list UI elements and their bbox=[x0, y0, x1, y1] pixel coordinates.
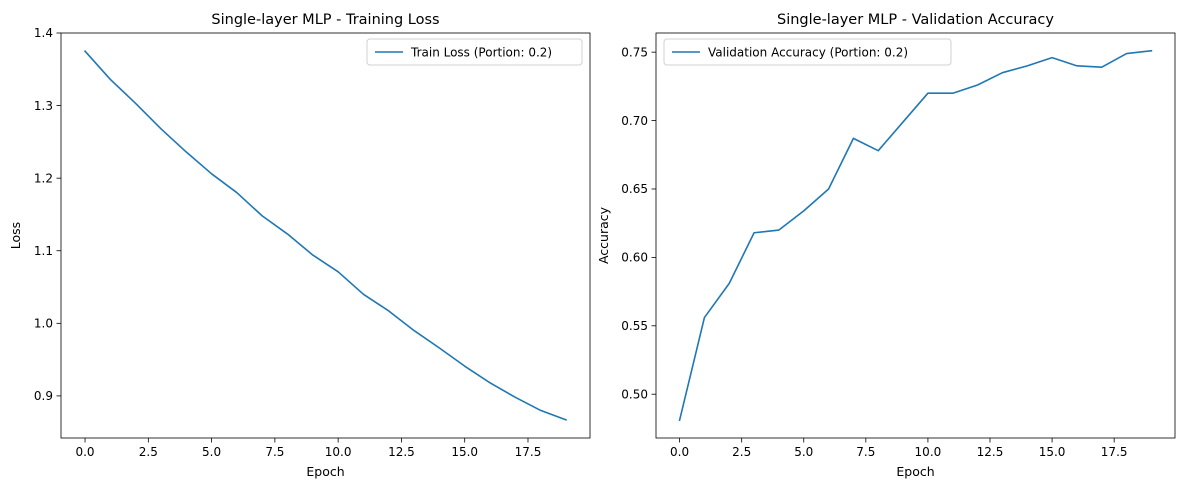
chart2-legend: Validation Accuracy (Portion: 0.2) bbox=[663, 38, 952, 66]
chart1-x-tick-label: 2.5 bbox=[139, 445, 158, 459]
chart1-y-tick-label: 0.9 bbox=[34, 389, 53, 403]
chart2-title: Single-layer MLP - Validation Accuracy bbox=[777, 12, 1054, 28]
chart1-y-tick-label: 1.3 bbox=[34, 99, 53, 113]
chart1-series-line bbox=[83, 50, 567, 421]
chart2-x-tick-label: 5.0 bbox=[794, 445, 813, 459]
chart1-legend-label: Train Loss (Portion: 0.2) bbox=[410, 45, 552, 59]
chart2-series-line bbox=[678, 49, 1153, 422]
chart1-legend: Train Loss (Portion: 0.2) bbox=[366, 38, 583, 66]
chart1-x-tick-label: 12.5 bbox=[388, 445, 415, 459]
chart2-x-tick-label: 7.5 bbox=[856, 445, 875, 459]
chart2-x-tick-label: 17.5 bbox=[1101, 445, 1128, 459]
chart2-y-tick-label: 0.55 bbox=[621, 319, 648, 333]
chart1-x-tick-label: 10.0 bbox=[325, 445, 352, 459]
chart1-x-axis-label: Epoch bbox=[306, 464, 344, 479]
chart2-x-tick-label: 10.0 bbox=[915, 445, 942, 459]
chart1-x-tick-label: 15.0 bbox=[451, 445, 478, 459]
chart1-x-tick-label: 5.0 bbox=[202, 445, 221, 459]
chart1-title: Single-layer MLP - Training Loss bbox=[211, 12, 439, 28]
chart2-y-tick-label: 0.60 bbox=[621, 251, 648, 265]
chart1-x-tick-label: 17.5 bbox=[515, 445, 542, 459]
chart2: Single-layer MLP - Validation Accuracy 0.… bbox=[596, 12, 1176, 479]
chart2-y-axis-label: Accuracy bbox=[596, 206, 611, 264]
chart2-y-tick-label: 0.50 bbox=[621, 387, 648, 401]
chart2-x-tick-label: 12.5 bbox=[977, 445, 1004, 459]
chart2-y-tick-label: 0.75 bbox=[621, 45, 648, 59]
chart2-legend-box bbox=[663, 38, 952, 66]
chart1-plot-area bbox=[60, 32, 591, 439]
chart2-y-tick-label: 0.65 bbox=[621, 182, 648, 196]
chart2-x-tick-label: 2.5 bbox=[732, 445, 751, 459]
chart1-y-tick-label: 1.0 bbox=[34, 317, 53, 331]
chart2-x-tick-label: 0.0 bbox=[670, 445, 689, 459]
chart2-plot-area bbox=[655, 32, 1176, 439]
chart1-x-tick-label: 7.5 bbox=[265, 445, 284, 459]
chart1-x-tick-label: 0.0 bbox=[75, 445, 94, 459]
chart1-y-tick-label: 1.1 bbox=[34, 244, 53, 258]
chart1-y-tick-label: 1.2 bbox=[34, 171, 53, 185]
chart1-y-tick-label: 1.4 bbox=[34, 26, 53, 40]
chart2-x-tick-label: 15.0 bbox=[1039, 445, 1066, 459]
chart2-legend-label: Validation Accuracy (Portion: 0.2) bbox=[708, 45, 908, 59]
chart2-x-axis-label: Epoch bbox=[896, 464, 934, 479]
chart2-y-tick-label: 0.70 bbox=[621, 114, 648, 128]
chart1-legend-box bbox=[366, 38, 583, 66]
chart1-y-axis-label: Loss bbox=[8, 222, 23, 249]
chart1: Single-layer MLP - Training Loss 0.0 2.5 5.… bbox=[8, 12, 591, 479]
